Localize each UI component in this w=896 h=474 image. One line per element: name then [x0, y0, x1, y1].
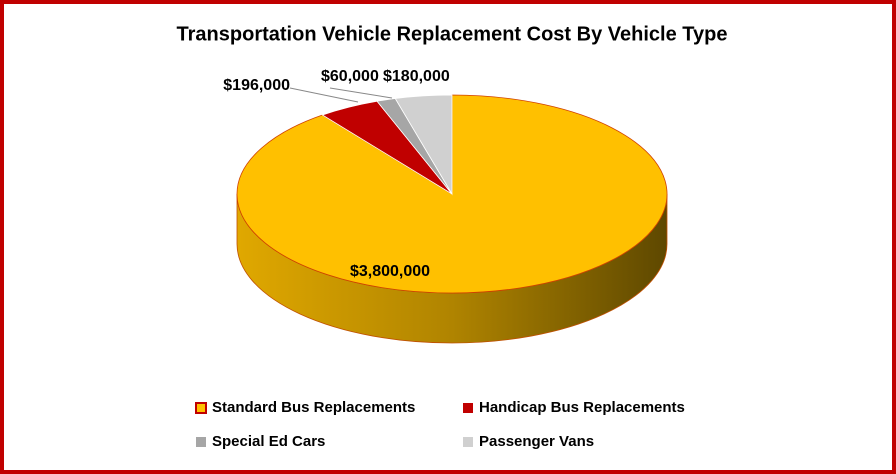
- legend-label: Special Ed Cars: [212, 433, 325, 450]
- pie-slice: [394, 94, 453, 196]
- data-label: $196,000: [223, 77, 290, 94]
- legend-marker: [463, 437, 473, 447]
- legend-label: Passenger Vans: [479, 433, 594, 450]
- legend-label: Handicap Bus Replacements: [479, 399, 685, 416]
- data-label: $60,000: [321, 68, 379, 85]
- leader-line: [289, 87, 359, 103]
- legend-marker: [196, 437, 206, 447]
- legend-marker: [195, 402, 207, 414]
- chart-title: Transportation Vehicle Replacement Cost …: [177, 23, 728, 45]
- data-label: $3,800,000: [350, 263, 430, 280]
- legend-label: Standard Bus Replacements: [212, 399, 415, 416]
- data-label: $180,000: [383, 68, 450, 85]
- leader-line: [329, 87, 393, 99]
- legend-marker: [463, 403, 473, 413]
